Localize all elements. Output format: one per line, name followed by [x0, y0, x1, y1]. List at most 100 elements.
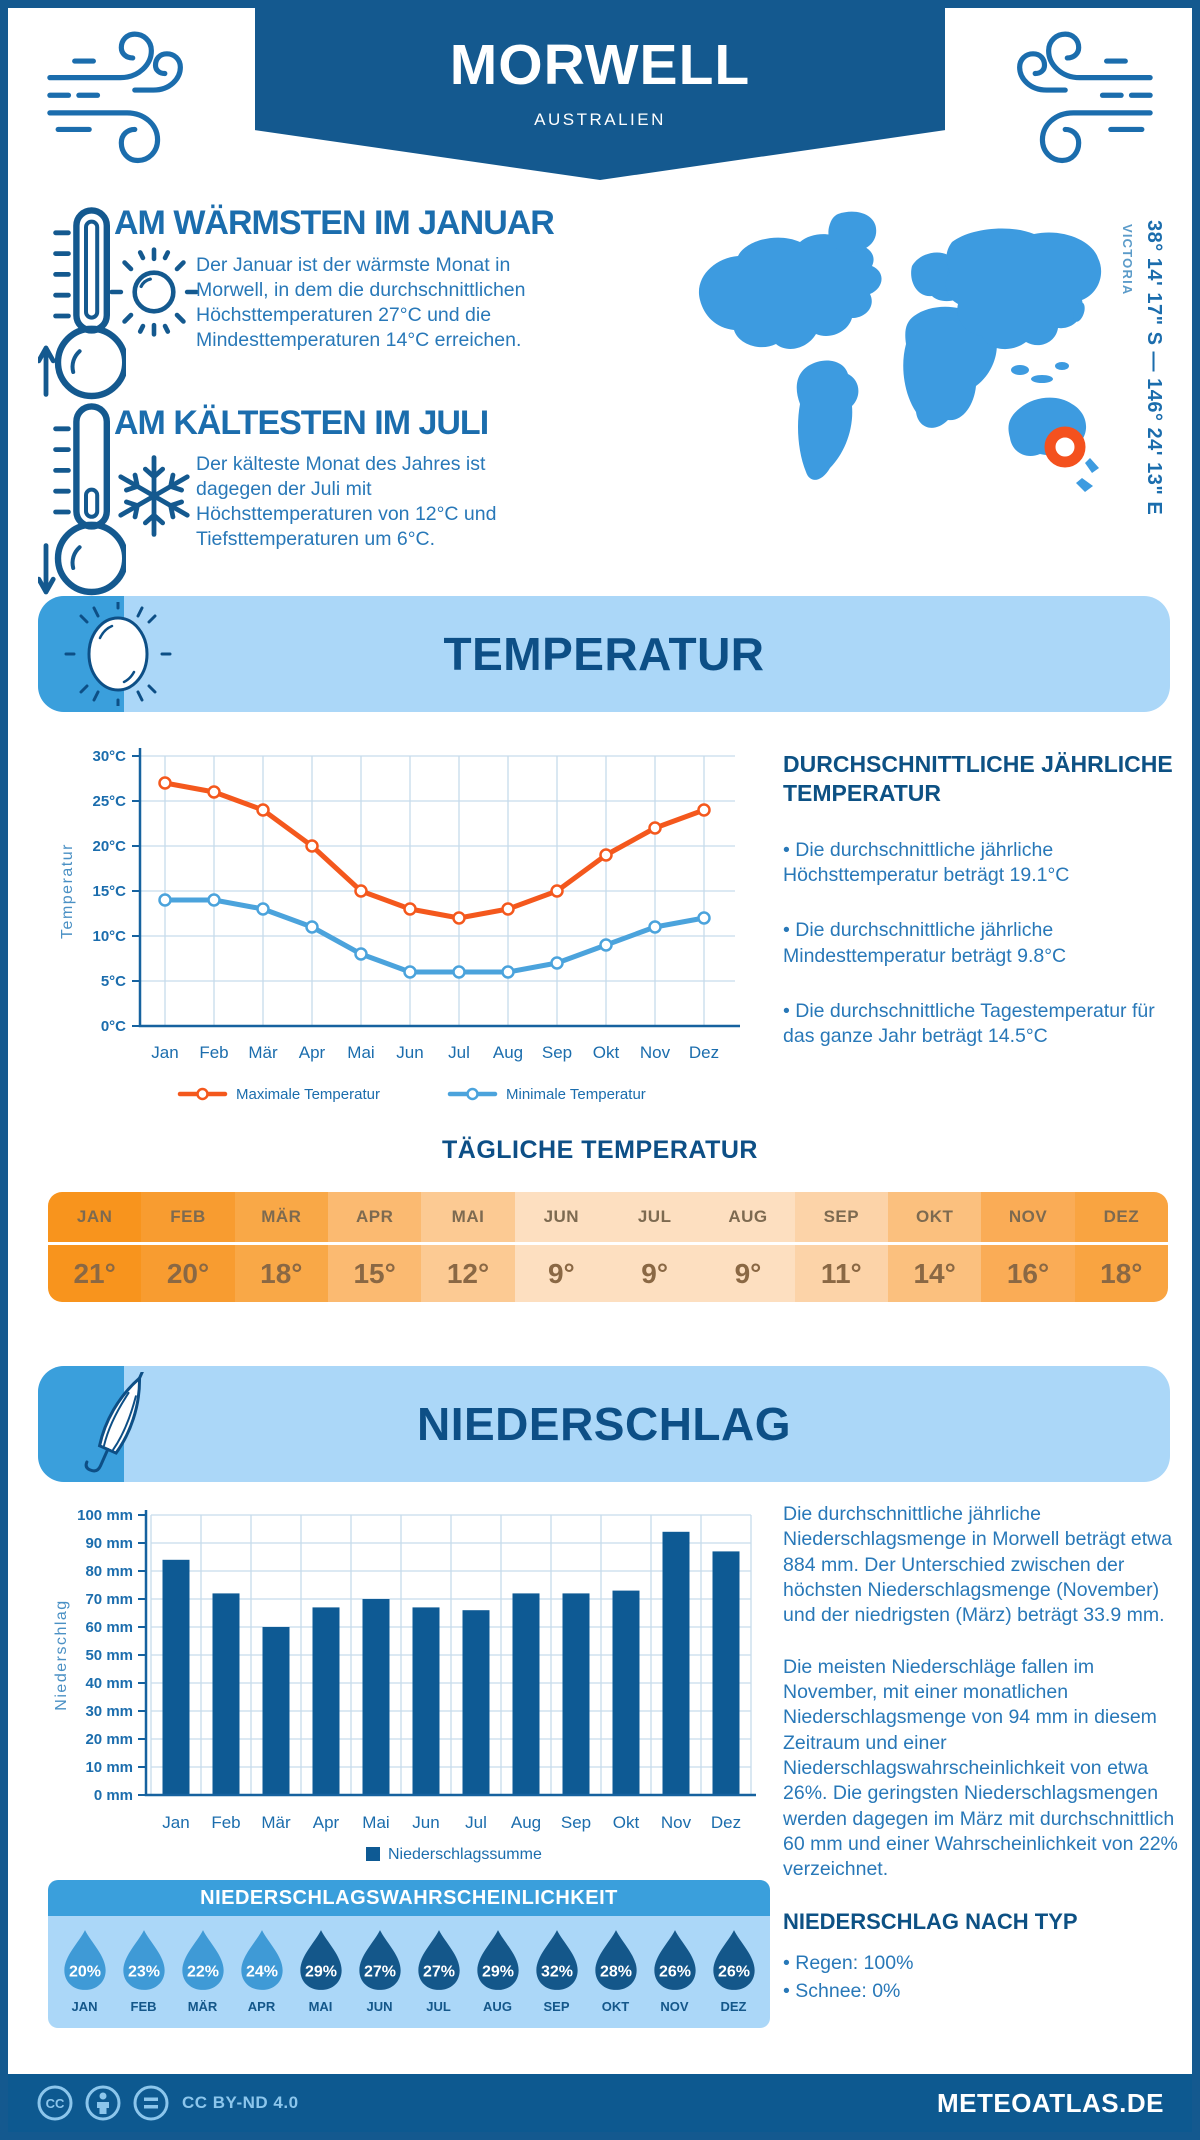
temp-cell-month: APR — [355, 1207, 394, 1226]
drop-month-label: MAI — [308, 1999, 333, 2014]
svg-text:Maximale Temperatur: Maximale Temperatur — [236, 1086, 380, 1103]
precipitation-probability-section: NIEDERSCHLAGSWAHRSCHEINLICHKEIT 20% JAN 23… — [48, 1880, 770, 2028]
raindrop-icon: 24% — [240, 1930, 283, 1990]
svg-text:0°C: 0°C — [101, 1018, 126, 1035]
precip-drop-dez: 26% DEZ — [707, 1928, 760, 2014]
raindrop-icon: 20% — [63, 1930, 106, 1990]
temp-cell-month: JUN — [543, 1207, 580, 1226]
temp-cell-value: 21° — [73, 1257, 116, 1289]
svg-text:Apr: Apr — [313, 1813, 340, 1832]
raindrop-icon: 23% — [122, 1930, 165, 1990]
precipitation-info-panel: Die durchschnittliche jährliche Niedersc… — [783, 1502, 1187, 2005]
precipitation-banner: NIEDERSCHLAG — [38, 1366, 1170, 1482]
temperature-banner: TEMPERATUR — [38, 596, 1170, 712]
svg-text:100 mm: 100 mm — [77, 1507, 133, 1524]
temp-cell-value: 12° — [446, 1257, 490, 1289]
svg-text:5°C: 5°C — [101, 973, 126, 990]
temp-cell-mär: MÄR 18° — [234, 1192, 328, 1302]
svg-text:Okt: Okt — [613, 1813, 640, 1832]
annual-day-bullet: • Die durchschnittliche Tagestemperatur … — [783, 999, 1155, 1048]
table-separator — [234, 1242, 328, 1245]
svg-text:Okt: Okt — [593, 1043, 620, 1062]
svg-text:Sep: Sep — [561, 1813, 591, 1832]
daily-temperature-heading: TÄGLICHE TEMPERATUR — [442, 1136, 758, 1164]
annual-temperature-heading: DURCHSCHNITTLICHE JÄHRLICHE TEMPERATUR — [783, 751, 1173, 806]
annual-max-bullet: • Die durchschnittliche jährliche Höchst… — [783, 838, 1070, 886]
svg-text:70 mm: 70 mm — [85, 1591, 133, 1608]
temp-cell-month: AUG — [728, 1207, 768, 1226]
temp-cell-dez: DEZ 18° — [1074, 1192, 1168, 1302]
drop-month-label: SEP — [543, 1999, 570, 2014]
svg-text:Aug: Aug — [511, 1813, 541, 1832]
site-label: METEOATLAS.DE — [936, 2087, 1164, 2118]
svg-text:Mai: Mai — [347, 1043, 374, 1062]
table-separator — [794, 1242, 888, 1245]
svg-text:Mär: Mär — [248, 1043, 278, 1062]
precip-drop-mai: 29% MAI — [294, 1928, 347, 2014]
temp-cell-okt: OKT 14° — [888, 1192, 982, 1302]
precipitation-paragraph-2: Die meisten Niederschläge fallen im Nove… — [783, 1655, 1178, 1881]
temp-cell-value: 18° — [1100, 1257, 1143, 1289]
raindrop-icon: 26% — [653, 1930, 696, 1990]
svg-text:Jul: Jul — [465, 1813, 487, 1832]
temp-cell-jan: JAN 21° — [48, 1192, 142, 1302]
svg-text:Jan: Jan — [151, 1043, 178, 1062]
svg-text:Dez: Dez — [689, 1043, 719, 1062]
drop-month-label: FEB — [130, 1999, 157, 2014]
svg-text:30°C: 30°C — [92, 748, 126, 765]
probability-heading: NIEDERSCHLAGSWAHRSCHEINLICHKEIT — [48, 1880, 770, 1916]
svg-text:27%: 27% — [422, 1964, 454, 1981]
table-separator — [1074, 1242, 1168, 1245]
precipitation-bar-chart: 0 mm 10 mm 20 mm 30 mm 40 mm 50 mm 60 mm 70 mm 8… — [53, 1507, 756, 1863]
temp-cell-sep: SEP 11° — [794, 1192, 888, 1302]
temp-cell-value: 18° — [260, 1257, 303, 1289]
svg-text:20 mm: 20 mm — [85, 1731, 133, 1748]
warmest-text: Der Januar ist der wärmste Monat in Morw… — [196, 254, 526, 351]
svg-text:Mär: Mär — [261, 1813, 291, 1832]
wind-icon — [1017, 31, 1153, 164]
coldest-heading: AM KÄLTESTEN IM JULI — [114, 404, 489, 442]
temp-cell-value: 9° — [734, 1257, 762, 1289]
drop-month-label: JAN — [71, 1999, 98, 2014]
cc-icon: CC — [37, 2085, 73, 2121]
precipitation-banner-title: NIEDERSCHLAG — [416, 1398, 792, 1450]
table-separator — [141, 1242, 235, 1245]
svg-text:20°C: 20°C — [92, 838, 126, 855]
svg-text:24%: 24% — [245, 1964, 277, 1981]
table-separator — [514, 1242, 608, 1245]
svg-text:Niederschlagssumme: Niederschlagssumme — [388, 1846, 542, 1863]
daily-temperature-table: JAN 21° FEB 20° MÄR 18° APR 15° MAI 12° JUN 9° JUL 9°… — [48, 1192, 1168, 1302]
temp-cell-apr: APR 15° — [328, 1192, 422, 1302]
snowflake-icon — [118, 455, 190, 537]
region-label: VICTORIA — [1120, 224, 1135, 296]
svg-text:Minimale Temperatur: Minimale Temperatur — [506, 1086, 646, 1103]
svg-text:Nov: Nov — [640, 1043, 671, 1062]
location-marker — [1044, 426, 1086, 468]
temp-cell-value: 16° — [1006, 1257, 1050, 1289]
precip-drop-feb: 23% FEB — [117, 1928, 170, 2014]
svg-text:29%: 29% — [304, 1964, 336, 1981]
temperature-line-chart: 0°C 5°C 10°C 15°C 20°C 25°C 30°C Jan Feb Mär Apr Ma… — [59, 748, 740, 1103]
annual-min-bullet: • Die durchschnittliche jährliche Mindes… — [783, 919, 1067, 967]
svg-text:Feb: Feb — [211, 1813, 240, 1832]
svg-text:10°C: 10°C — [92, 928, 126, 945]
svg-text:15°C: 15°C — [92, 883, 126, 900]
svg-text:26%: 26% — [717, 1964, 749, 1981]
svg-text:Jun: Jun — [396, 1043, 423, 1062]
svg-text:Temperatur: Temperatur — [59, 843, 76, 939]
page-subtitle: AUSTRALIEN — [534, 110, 666, 129]
svg-text:Nov: Nov — [661, 1813, 692, 1832]
svg-text:25°C: 25°C — [92, 793, 126, 810]
temp-cell-month: JUL — [637, 1207, 672, 1226]
drop-month-label: MÄR — [187, 1999, 218, 2014]
drop-month-label: AUG — [483, 1999, 512, 2014]
svg-text:Jul: Jul — [448, 1043, 470, 1062]
page-title: MORWELL — [449, 33, 751, 97]
raindrop-icon: 32% — [535, 1930, 578, 1990]
svg-text:32%: 32% — [540, 1964, 572, 1981]
temp-cell-month: MAI — [451, 1207, 485, 1226]
temp-cell-value: 9° — [547, 1257, 575, 1289]
temp-cell-aug: AUG 9° — [701, 1192, 795, 1302]
drop-month-label: JUL — [426, 1999, 451, 2014]
svg-text:20%: 20% — [68, 1964, 100, 1981]
